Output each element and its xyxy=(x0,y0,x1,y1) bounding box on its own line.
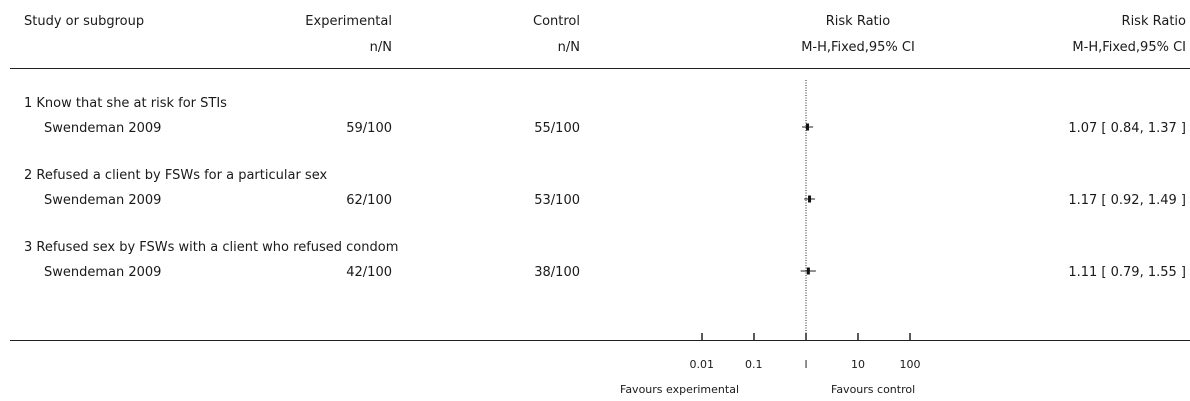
study-name: Swendeman 2009 xyxy=(44,193,162,208)
risk-ratio-ci: 1.11 [ 0.79, 1.55 ] xyxy=(1068,265,1186,280)
header-control: Control xyxy=(533,14,580,29)
risk-ratio-ci: 1.07 [ 0.84, 1.37 ] xyxy=(1068,121,1186,136)
axis-tick-label: 100 xyxy=(899,358,921,371)
axis-tick-label: 0.1 xyxy=(745,358,763,371)
header-risk-ratio-plot: Risk Ratio xyxy=(825,14,891,29)
control-count: 38/100 xyxy=(534,265,580,280)
experimental-count: 62/100 xyxy=(346,193,392,208)
axis-tick-label: l xyxy=(804,358,808,371)
axis-tick-label: 10 xyxy=(851,358,865,371)
header-risk-ratio: Risk Ratio xyxy=(1121,14,1186,29)
favours-experimental-label: Favours experimental xyxy=(620,383,739,396)
subgroup-label: 1 Know that she at risk for STIs xyxy=(24,96,227,111)
point-estimate xyxy=(808,195,812,203)
study-name: Swendeman 2009 xyxy=(44,121,162,136)
header-experimental-nN: n/N xyxy=(369,40,392,55)
header-experimental: Experimental xyxy=(305,14,392,29)
header-study-or-subgroup: Study or subgroup xyxy=(24,14,145,29)
bottom-rule xyxy=(10,340,1190,341)
experimental-count: 59/100 xyxy=(346,121,392,136)
favours-control-label: Favours control xyxy=(831,383,916,396)
subgroup-label: 3 Refused sex by FSWs with a client who … xyxy=(24,240,399,255)
control-count: 55/100 xyxy=(534,121,580,136)
header-control-nN: n/N xyxy=(557,40,580,55)
subgroup-label: 2 Refused a client by FSWs for a particu… xyxy=(24,168,328,183)
control-count: 53/100 xyxy=(534,193,580,208)
risk-ratio-ci: 1.17 [ 0.92, 1.49 ] xyxy=(1068,193,1186,208)
header-risk-ratio-method: M-H,Fixed,95% CI xyxy=(1072,40,1186,55)
study-name: Swendeman 2009 xyxy=(44,265,162,280)
point-estimate xyxy=(806,123,810,131)
header-rule xyxy=(10,68,1190,69)
header-risk-ratio-plot-method: M-H,Fixed,95% CI xyxy=(801,40,915,55)
experimental-count: 42/100 xyxy=(346,265,392,280)
axis-tick-label: 0.01 xyxy=(689,358,715,371)
point-estimate xyxy=(806,267,810,275)
